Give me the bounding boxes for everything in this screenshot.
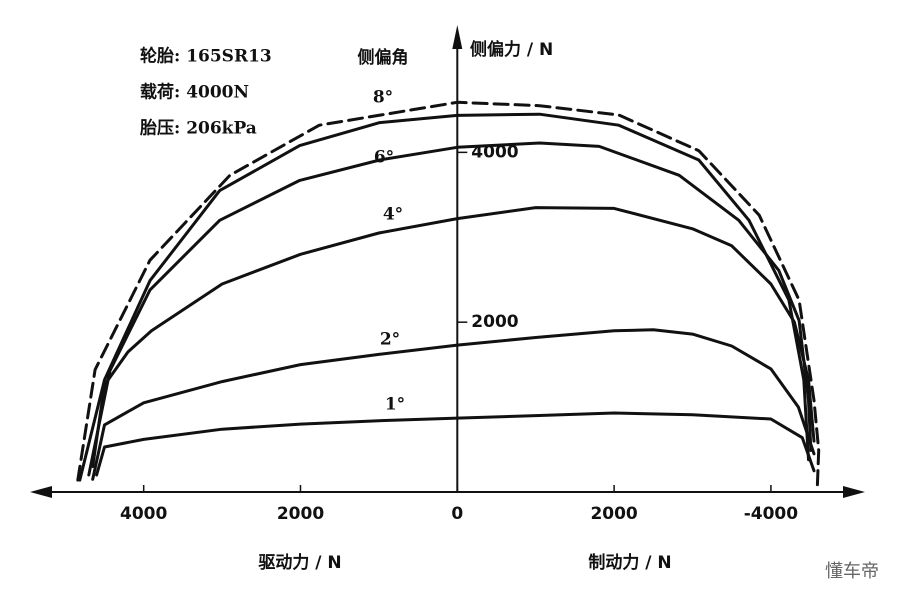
series-line — [95, 411, 816, 477]
axis-arrow — [452, 25, 463, 49]
x-tick-label: 4000 — [120, 504, 167, 524]
x-tick-label: -4000 — [744, 504, 799, 524]
series-label: 6° — [374, 148, 394, 168]
series-line — [78, 112, 810, 482]
x-tick-label: 0 — [451, 504, 463, 524]
series-label: 1° — [385, 395, 405, 415]
x-axis-label: 制动力 / N — [588, 552, 671, 573]
x-tick-label: 2000 — [590, 504, 637, 524]
series-label: 8° — [373, 88, 393, 108]
annotation: 载荷: 4000N — [140, 82, 249, 103]
y-tick-label: 2000 — [471, 312, 518, 332]
series-label: 4° — [383, 205, 403, 225]
axis-arrow — [30, 486, 52, 498]
x-axis-label: 驱动力 / N — [258, 552, 341, 573]
series-line — [91, 206, 816, 468]
series-line — [87, 141, 813, 477]
series-line — [91, 328, 816, 481]
watermark: 懂车帝 — [825, 561, 879, 582]
legend-title: 侧偏角 — [358, 47, 409, 68]
y-axis-label: 侧偏力 / N — [470, 39, 553, 60]
series-label: 2° — [380, 330, 400, 350]
annotation: 胎压: 206kPa — [140, 118, 257, 139]
axis-arrow — [843, 486, 865, 498]
envelope-line — [76, 100, 821, 492]
x-tick-label: 2000 — [277, 504, 324, 524]
annotation: 轮胎: 165SR13 — [140, 46, 272, 67]
